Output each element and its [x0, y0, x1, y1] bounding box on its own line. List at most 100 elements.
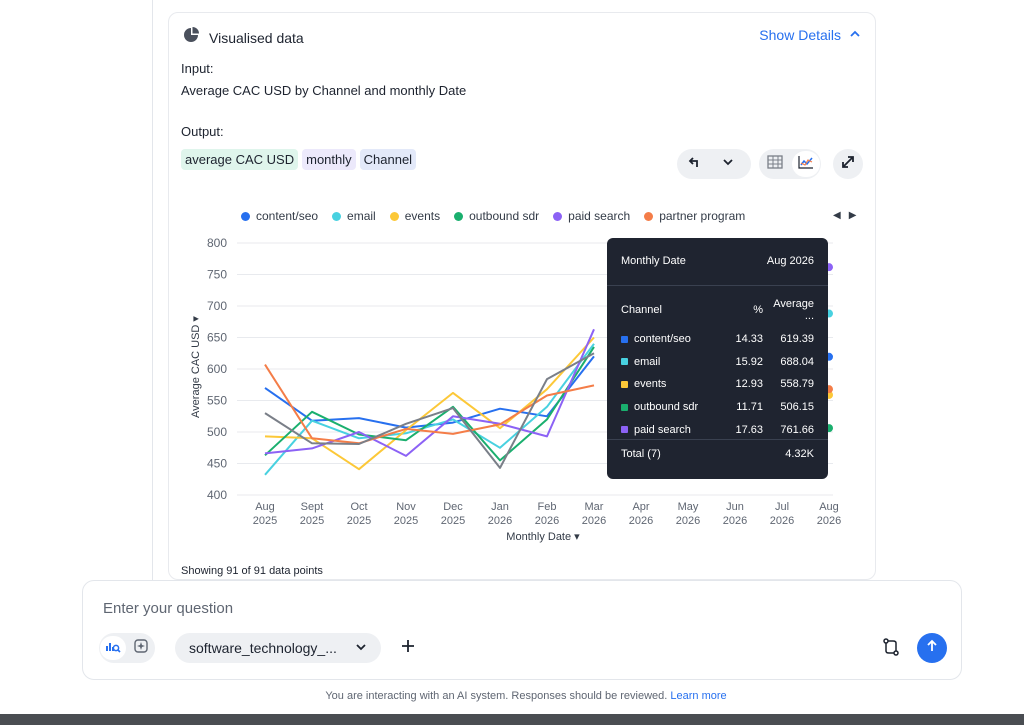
tooltip-row-swatch	[621, 403, 628, 411]
tooltip-row-value: 558.79	[780, 378, 814, 391]
x-tick-month: Aug	[255, 501, 275, 513]
x-tick-label: Oct 2025	[347, 501, 371, 527]
tooltip-divider	[607, 285, 828, 286]
expand-button[interactable]	[833, 149, 863, 179]
legend-swatch	[553, 211, 563, 221]
series-line	[264, 352, 595, 469]
y-tick-label: 450	[207, 457, 227, 471]
legend-swatch	[389, 211, 399, 221]
chevron-down-icon	[722, 155, 734, 173]
x-tick-label: Jul 2026	[770, 501, 794, 527]
x-tick-month: Sept	[301, 501, 324, 513]
tooltip-row-pct: 17.63	[735, 423, 763, 436]
x-tick-month: Mar	[585, 501, 604, 513]
send-button[interactable]	[917, 633, 947, 663]
tooltip-header-label: Monthly Date	[621, 255, 686, 267]
triangle-left-icon[interactable]: ◀	[833, 210, 841, 221]
date-chip: monthly	[302, 149, 356, 170]
data-source-label: software_technology_...	[189, 640, 337, 656]
undo-button[interactable]	[677, 149, 711, 179]
x-tick-label: Apr 2026	[629, 501, 653, 527]
x-tick-month: Oct	[350, 501, 367, 513]
legend-item[interactable]: partner program	[644, 209, 745, 223]
tooltip-row: content/seo 14.33 619.39	[621, 333, 814, 345]
legend-item[interactable]: outbound sdr	[454, 209, 539, 223]
legend-swatch	[644, 211, 654, 221]
tooltip-column-headers: Channel % Average ...	[621, 298, 814, 322]
x-tick-month: Feb	[538, 501, 557, 513]
data-points-count: Showing 91 of 91 data points	[181, 565, 323, 577]
legend-item[interactable]: email	[332, 209, 376, 223]
chart-view-button[interactable]	[791, 151, 820, 177]
legend-label: outbound sdr	[469, 209, 540, 223]
attribute-chip: Channel	[359, 149, 417, 170]
tooltip-row-name: outbound sdr	[621, 401, 721, 413]
legend-item[interactable]: paid search	[553, 209, 630, 223]
legend-label: partner program	[659, 209, 746, 223]
y-tick-label: 750	[207, 268, 227, 282]
connector-icon	[881, 637, 901, 662]
tooltip-row-pct: 12.93	[735, 378, 763, 391]
tooltip-row-name: email	[621, 356, 721, 368]
x-tick-year: 2025	[394, 515, 418, 527]
view-toggle-group	[759, 149, 821, 179]
x-tick-year: 2026	[676, 515, 700, 527]
tooltip-row: paid search 17.63 761.66	[621, 424, 814, 436]
x-tick-month: Jun	[726, 501, 744, 513]
x-tick-month: Jul	[775, 501, 789, 513]
x-tick-label: Nov 2025	[394, 501, 418, 527]
tooltip-col-pct: %	[753, 304, 763, 316]
learn-more-link[interactable]: Learn more	[670, 690, 727, 702]
output-label: Output:	[181, 124, 224, 139]
legend-item[interactable]: content/seo	[241, 209, 318, 223]
y-axis-title: Average CAC USD ▾	[190, 316, 202, 418]
tooltip-row-value: 761.66	[780, 423, 814, 436]
show-details-button[interactable]: Show Details	[759, 27, 861, 43]
y-tick-label: 700	[207, 299, 227, 313]
tooltip-row-swatch	[621, 380, 628, 388]
show-details-label: Show Details	[759, 27, 841, 43]
tooltip-row-pct: 15.92	[735, 355, 763, 368]
tooltip-row-value: 506.15	[780, 401, 814, 414]
disclaimer-text: You are interacting with an AI system. R…	[325, 690, 668, 702]
plus-icon	[400, 638, 416, 659]
tooltip-header: Monthly Date Aug 2026	[621, 255, 814, 267]
undo-dropdown-button[interactable]	[711, 149, 745, 179]
tooltip-row-value: 619.39	[780, 333, 814, 345]
x-tick-year: 2026	[629, 515, 653, 527]
tooltip-total: Total (7) 4.32K	[621, 448, 814, 460]
measure-chip: average CAC USD	[181, 149, 299, 170]
tooltip-row-swatch	[621, 335, 628, 343]
tooltip-row-name: events	[621, 378, 721, 390]
triangle-right-icon[interactable]: ▶	[848, 210, 857, 221]
card-title: Visualised data	[209, 29, 304, 46]
data-source-select[interactable]: software_technology_...	[175, 633, 381, 663]
tooltip-row-label: events	[634, 378, 667, 391]
table-view-button[interactable]	[761, 149, 789, 179]
x-tick-label: Feb 2026	[535, 501, 559, 527]
ai-mode-button[interactable]	[128, 636, 154, 660]
tooltip-row-label: email	[634, 355, 661, 368]
ai-disclaimer: You are interacting with an AI system. R…	[0, 690, 1024, 702]
sparkle-icon	[133, 638, 149, 659]
chart-legend: content/seo email events outbound sdr paid s…	[241, 209, 745, 223]
add-button[interactable]	[397, 637, 419, 659]
tooltip-row-label: outbound sdr	[634, 401, 699, 414]
search-mode-button[interactable]	[100, 636, 126, 660]
x-tick-year: 2026	[488, 515, 512, 527]
line-chart-icon	[797, 155, 814, 174]
question-input[interactable]	[101, 599, 885, 618]
tooltip-total-label: Total (7)	[621, 448, 661, 460]
x-tick-month: Apr	[632, 501, 649, 513]
y-tick-label: 550	[207, 394, 227, 408]
connector-button[interactable]	[879, 637, 903, 661]
x-tick-label: Dec 2025	[441, 501, 465, 527]
expand-icon	[841, 155, 855, 174]
tooltip-row-label: paid search	[634, 423, 691, 436]
tooltip-row-swatch	[621, 358, 628, 366]
legend-item[interactable]: events	[389, 209, 440, 223]
x-tick-label: Mar 2026	[582, 501, 606, 527]
visualised-data-card: Visualised data Show Details Input: Aver…	[168, 12, 876, 580]
y-tick-label: 600	[207, 362, 227, 376]
tooltip-col-channel: Channel	[621, 304, 662, 316]
